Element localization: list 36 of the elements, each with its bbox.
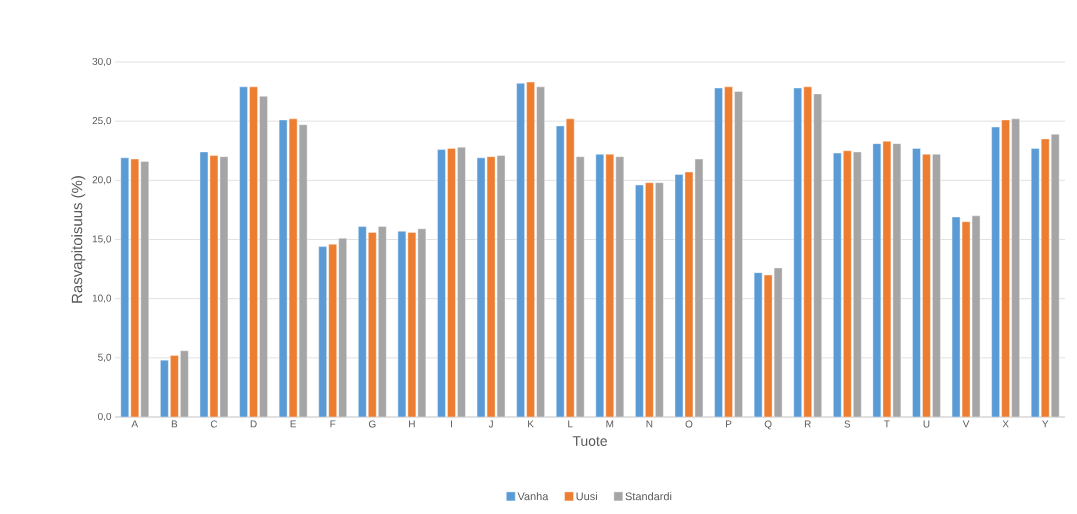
- y-tick-label: 25,0: [92, 117, 112, 126]
- y-tick-label: 20,0: [92, 176, 112, 185]
- x-tick-label: T: [884, 420, 890, 428]
- x-tick-label: Y: [1042, 420, 1049, 428]
- x-tick-label: S: [844, 420, 851, 428]
- y-axis-title: Rasvapitoisuus (%): [71, 176, 86, 303]
- x-tick-label: M: [606, 420, 614, 428]
- x-tick-label: X: [1002, 420, 1009, 428]
- y-tick-label: 5,0: [98, 353, 112, 362]
- x-tick-label: H: [409, 420, 415, 428]
- x-tick-label: F: [330, 420, 336, 428]
- y-tick-label: 0,0: [98, 412, 112, 422]
- y-tick-label: 10,0: [92, 294, 112, 303]
- x-tick-label: D: [250, 420, 257, 428]
- x-tick-label: E: [290, 420, 297, 428]
- x-tick-label: K: [528, 420, 534, 428]
- x-tick-label: A: [131, 420, 139, 428]
- x-tick-label: O: [685, 420, 693, 428]
- x-tick-label: C: [210, 420, 218, 428]
- x-tick-label: L: [568, 420, 573, 428]
- legend-label: Vanha: [517, 492, 549, 501]
- x-tick-label: U: [923, 420, 930, 428]
- x-tick-label: G: [368, 420, 376, 428]
- y-tick-label: 30,0: [92, 57, 112, 67]
- x-tick-label: R: [804, 420, 811, 428]
- x-tick-label: P: [726, 420, 732, 428]
- legend-label: Standardi: [625, 492, 672, 501]
- x-axis-title: Tuote: [572, 436, 607, 446]
- x-tick-label: V: [962, 420, 970, 428]
- y-tick-label: 15,0: [92, 235, 112, 244]
- x-tick-label: I: [451, 420, 452, 428]
- x-tick-label: Q: [764, 420, 772, 430]
- x-tick-label: N: [646, 420, 653, 428]
- legend-label: Uusi: [576, 492, 597, 501]
- x-tick-label: J: [488, 420, 493, 428]
- x-tick-label: B: [171, 420, 178, 428]
